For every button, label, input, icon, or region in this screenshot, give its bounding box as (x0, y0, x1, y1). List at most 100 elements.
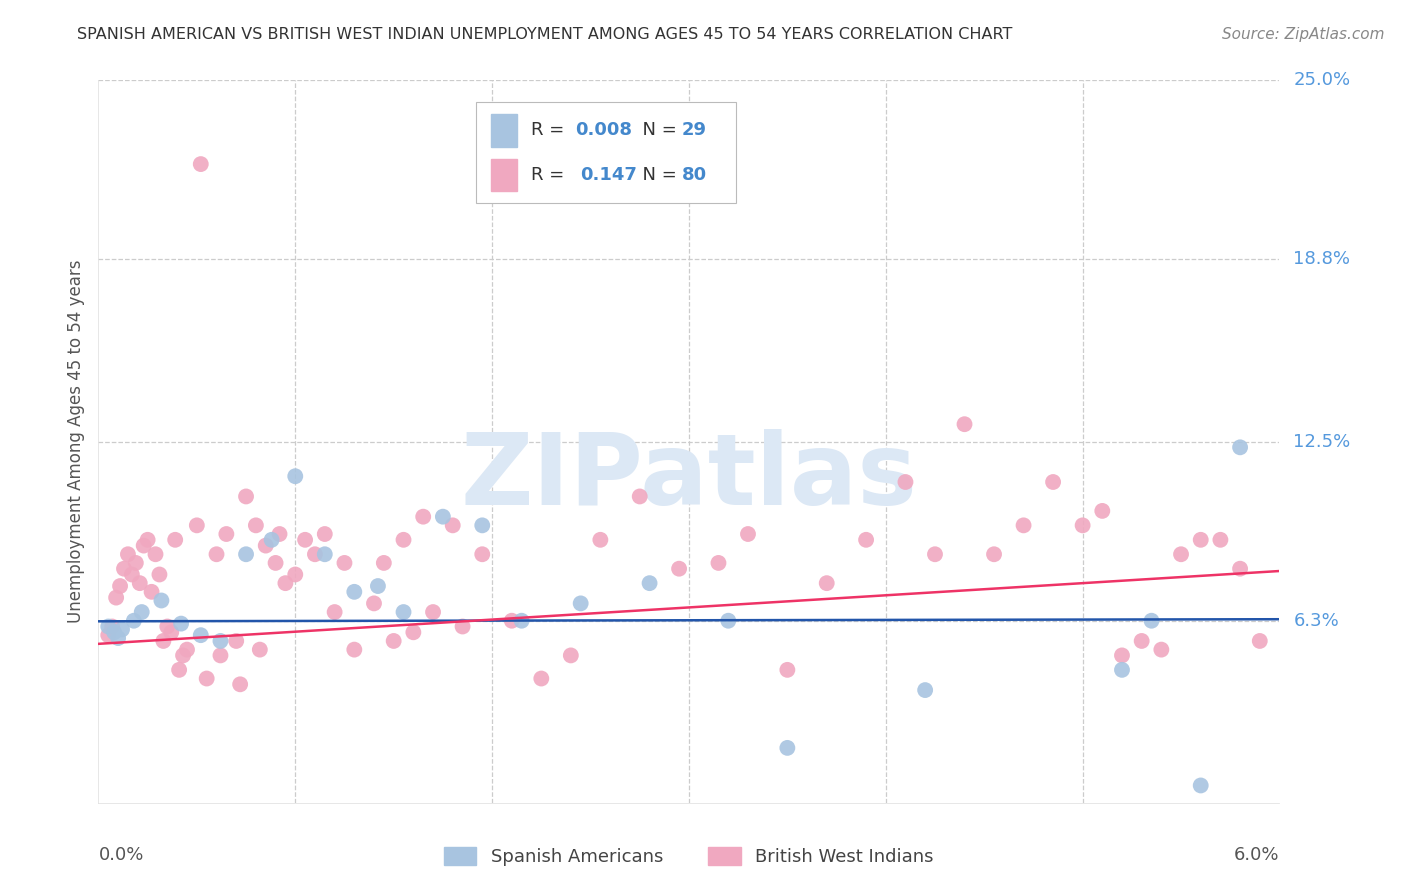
Point (1071, 518, 1094, 533)
Point (1189, 779, 1212, 793)
Text: 6.0%: 6.0% (1234, 847, 1279, 864)
Point (1091, 504, 1114, 518)
Point (136, 533, 159, 547)
Point (264, 556, 287, 570)
Text: SPANISH AMERICAN VS BRITISH WEST INDIAN UNEMPLOYMENT AMONG AGES 45 TO 54 YEARS C: SPANISH AMERICAN VS BRITISH WEST INDIAN … (77, 27, 1012, 42)
Point (97, 619, 120, 633)
Point (776, 740, 799, 755)
Point (117, 547, 139, 561)
Point (284, 567, 307, 582)
FancyBboxPatch shape (477, 102, 737, 203)
Text: 0.008: 0.008 (575, 121, 633, 139)
Point (530, 672, 553, 686)
Point (97, 628, 120, 642)
Point (392, 533, 415, 547)
Point (107, 631, 129, 645)
Point (422, 605, 444, 619)
Point (815, 576, 838, 591)
Point (924, 547, 946, 561)
Point (367, 579, 389, 593)
Point (205, 547, 228, 561)
Point (148, 567, 170, 582)
Point (249, 642, 271, 657)
Point (451, 619, 474, 633)
Point (195, 672, 218, 686)
Point (165, 533, 187, 547)
Text: 0.147: 0.147 (581, 166, 637, 184)
Point (274, 576, 297, 591)
Point (412, 509, 434, 524)
Point (668, 562, 690, 576)
Text: R =: R = (530, 121, 569, 139)
Point (1111, 648, 1133, 663)
Point (914, 683, 936, 698)
Point (1140, 614, 1163, 628)
Point (1249, 634, 1271, 648)
Bar (491, 114, 516, 146)
Point (105, 591, 128, 605)
Point (132, 539, 155, 553)
Text: ZIPatlas: ZIPatlas (461, 429, 917, 526)
Point (112, 562, 135, 576)
Point (121, 567, 143, 582)
Point (235, 547, 257, 561)
Legend: Spanish Americans, British West Indians: Spanish Americans, British West Indians (437, 839, 941, 873)
Point (776, 663, 799, 677)
Point (707, 556, 730, 570)
Point (855, 533, 877, 547)
Point (894, 475, 917, 489)
Text: 12.5%: 12.5% (1294, 433, 1351, 450)
Point (103, 625, 125, 640)
Point (343, 642, 366, 657)
Point (1111, 663, 1133, 677)
Text: 25.0%: 25.0% (1294, 71, 1351, 89)
Point (225, 634, 247, 648)
Point (323, 605, 346, 619)
Y-axis label: Unemployment Among Ages 45 to 54 years: Unemployment Among Ages 45 to 54 years (66, 260, 84, 624)
Point (152, 634, 174, 648)
Point (167, 663, 190, 677)
Point (122, 614, 145, 628)
Point (343, 584, 366, 599)
Point (717, 614, 740, 628)
Point (150, 593, 173, 607)
Point (172, 648, 194, 663)
Point (1229, 562, 1251, 576)
Point (245, 518, 267, 533)
Point (1042, 475, 1064, 489)
Point (101, 619, 124, 633)
Point (304, 547, 326, 561)
Text: Source: ZipAtlas.com: Source: ZipAtlas.com (1222, 27, 1385, 42)
Point (1012, 518, 1035, 533)
Text: 18.8%: 18.8% (1294, 251, 1350, 268)
Point (131, 605, 153, 619)
Point (186, 518, 208, 533)
Point (1189, 533, 1212, 547)
Point (160, 625, 183, 640)
Point (953, 417, 976, 432)
Point (510, 614, 533, 628)
Point (1150, 642, 1173, 657)
Text: 80: 80 (682, 166, 707, 184)
Point (176, 642, 198, 657)
Point (254, 539, 277, 553)
Point (190, 157, 212, 171)
Point (432, 509, 454, 524)
Point (471, 518, 494, 533)
Point (560, 648, 582, 663)
Point (314, 527, 336, 541)
Point (589, 533, 612, 547)
Point (638, 576, 661, 591)
Text: N =: N = (631, 166, 682, 184)
Point (737, 527, 759, 541)
Text: 6.3%: 6.3% (1294, 612, 1339, 630)
Point (108, 579, 131, 593)
Point (983, 547, 1005, 561)
Point (1170, 547, 1192, 561)
Point (569, 596, 592, 610)
Point (333, 556, 356, 570)
Point (1209, 533, 1232, 547)
Point (1130, 634, 1153, 648)
Point (402, 625, 425, 640)
Point (392, 605, 415, 619)
